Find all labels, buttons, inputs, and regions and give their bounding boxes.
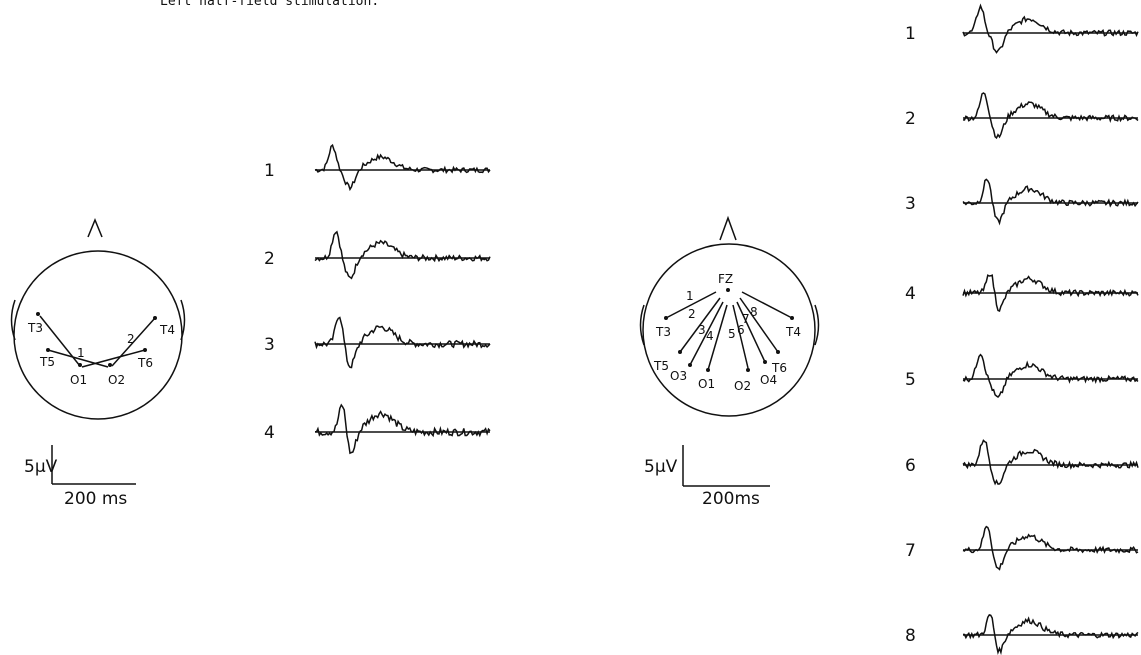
electrode <box>763 360 767 364</box>
trace-label: 4 <box>905 284 916 304</box>
scale-time: 200 ms <box>64 489 127 509</box>
electrode <box>746 368 750 372</box>
electrode <box>688 363 692 367</box>
electrode-label: T6 <box>137 356 153 370</box>
electrode <box>36 312 40 316</box>
electrode <box>790 316 794 320</box>
right-head <box>641 218 819 486</box>
trace-label: 1 <box>264 161 275 181</box>
electrode <box>153 316 157 320</box>
electrode-label: T5 <box>653 359 669 373</box>
electrode-label: T5 <box>39 355 55 369</box>
electrode-label: O2 <box>734 379 751 393</box>
waveform <box>963 6 1138 53</box>
waveform <box>963 93 1138 138</box>
electrode-label: O1 <box>70 373 87 387</box>
electrode-label: T3 <box>27 321 43 335</box>
trace-label: 7 <box>905 541 916 561</box>
electrode <box>46 348 50 352</box>
trace-label: 5 <box>905 370 916 390</box>
electrode <box>706 368 710 372</box>
pair-label: 5 <box>728 327 736 341</box>
pair-label: 1 <box>77 346 85 360</box>
waveform <box>315 318 490 368</box>
waveform <box>963 527 1138 570</box>
electrode <box>108 363 112 367</box>
electrode-label: T3 <box>655 325 671 339</box>
electrode-label: O2 <box>108 373 125 387</box>
electrode <box>78 363 82 367</box>
figure-title: Left half-field stimulation. <box>160 0 379 9</box>
pair-label: 2 <box>688 307 696 321</box>
waveform <box>315 232 490 278</box>
pair-label: 8 <box>750 305 758 319</box>
scale-amplitude: 5µV <box>644 457 678 477</box>
electrode-label: O4 <box>760 373 777 387</box>
electrode-label: T4 <box>159 323 175 337</box>
pair-label: 4 <box>706 329 714 343</box>
electrode <box>776 350 780 354</box>
waveform <box>963 179 1138 223</box>
electrode-label: O1 <box>698 377 715 391</box>
trace-label: 2 <box>905 109 916 129</box>
trace-label: 8 <box>905 626 916 646</box>
electrode <box>678 350 682 354</box>
trace-label: 1 <box>905 24 916 44</box>
electrode <box>143 348 147 352</box>
waveform <box>315 145 490 189</box>
pair-label: 2 <box>127 332 135 346</box>
pair-label: 3 <box>698 323 706 337</box>
left-head <box>12 220 185 484</box>
scale-amplitude: 5µV <box>24 457 58 477</box>
waveform <box>963 355 1138 397</box>
trace-label: 4 <box>264 423 275 443</box>
trace-label: 3 <box>905 194 916 214</box>
trace-label: 2 <box>264 249 275 269</box>
trace-label: 6 <box>905 456 916 476</box>
figure: Left half-field stimulation. T3 T4 T5 T6 O1 O… <box>0 0 1141 655</box>
electrode <box>664 316 668 320</box>
pair-label: 7 <box>742 312 750 326</box>
trace-label: 3 <box>264 335 275 355</box>
waveform <box>963 440 1138 484</box>
electrode-label: T4 <box>785 325 801 339</box>
pair-label: 1 <box>686 289 694 303</box>
waveform <box>963 615 1138 653</box>
waveform <box>315 405 490 453</box>
electrode <box>726 288 730 292</box>
scale-time: 200ms <box>702 489 760 509</box>
electrode-label: FZ <box>718 272 733 286</box>
electrode-label: O3 <box>670 369 687 383</box>
